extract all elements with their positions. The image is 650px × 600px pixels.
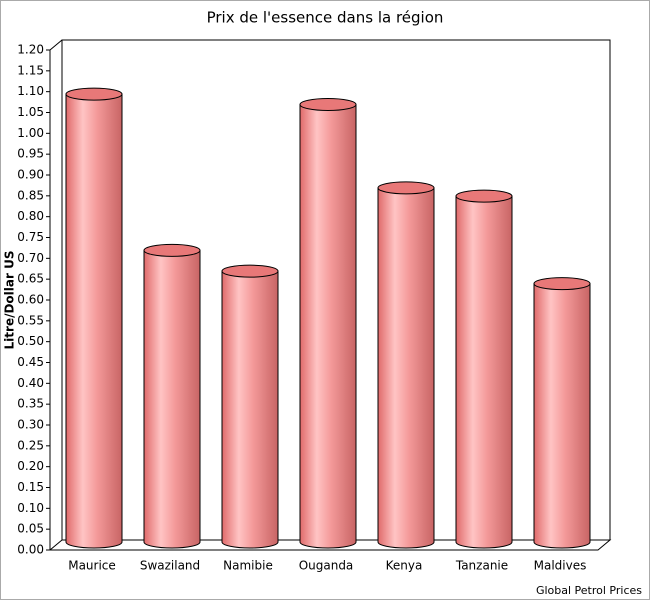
y-tick-label: 0.90	[17, 168, 44, 182]
x-tick-label: Kenya	[386, 559, 423, 573]
y-tick-label: 0.15	[17, 480, 44, 494]
bar-top	[143, 243, 201, 257]
bar	[143, 249, 201, 549]
bar-top	[299, 98, 357, 111]
chart-title: Prix de l'essence dans la région	[207, 9, 444, 27]
y-tick-label: 0.30	[17, 418, 44, 432]
y-tick-label: 1.05	[17, 105, 44, 119]
y-tick-label: 0.40	[17, 376, 44, 390]
y-tick-label: 0.45	[17, 355, 44, 369]
y-tick-label: 0.85	[17, 188, 44, 202]
bar-top	[221, 264, 279, 278]
bar	[299, 104, 357, 549]
y-tick-label: 0.65	[17, 272, 44, 286]
x-tick-label: Swaziland	[140, 559, 200, 573]
source: Global Petrol Prices	[536, 584, 642, 597]
x-tick-label: Namibie	[223, 559, 273, 573]
x-tick-label: Maldives	[534, 559, 587, 573]
bar	[455, 195, 513, 549]
y-tick-label: 0.95	[17, 147, 44, 161]
y-tick-label: 0.80	[17, 209, 44, 223]
bar-top	[533, 277, 591, 291]
bar	[377, 187, 435, 549]
y-tick-label: 0.20	[17, 459, 44, 473]
bar	[221, 270, 279, 549]
y-tick-label: 0.25	[17, 438, 44, 452]
y-tick-label: 1.00	[17, 126, 44, 140]
bar	[533, 283, 591, 549]
y-axis-title: Litre/Dollar US	[3, 251, 17, 350]
y-tick-label: 1.10	[17, 84, 44, 98]
y-tick-label: 1.15	[17, 63, 44, 77]
y-tick-label: 0.05	[17, 522, 44, 536]
y-tick-label: 0.55	[17, 313, 44, 327]
bar	[65, 93, 123, 549]
x-tick-label: Maurice	[68, 559, 116, 573]
x-tick-label: Tanzanie	[455, 559, 508, 573]
y-tick-label: 0.50	[17, 334, 44, 348]
y-tick-label: 0.75	[17, 230, 44, 244]
bar-top	[377, 181, 435, 195]
bar-top	[455, 189, 513, 203]
y-tick-label: 0.10	[17, 501, 44, 515]
side-edge	[49, 39, 63, 51]
bar-top	[65, 87, 123, 101]
y-tick-label: 0.00	[17, 543, 44, 557]
y-tick-label: 1.20	[17, 43, 44, 57]
y-tick-label: 0.60	[17, 293, 44, 307]
y-tick-label: 0.70	[17, 251, 44, 265]
x-tick-label: Ouganda	[299, 559, 354, 573]
y-tick-label: 0.35	[17, 397, 44, 411]
